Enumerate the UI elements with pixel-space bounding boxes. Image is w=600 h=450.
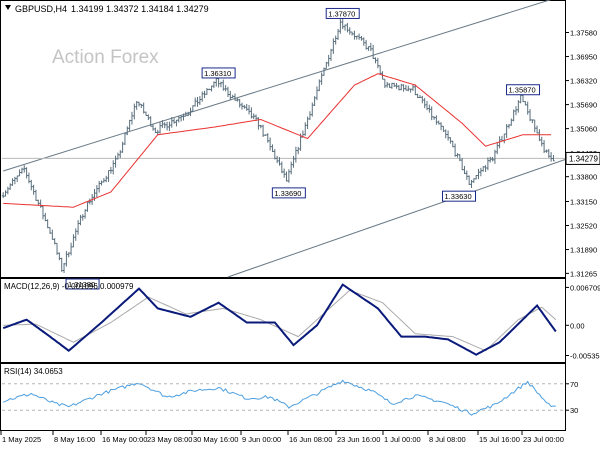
rsi-tick-label: 30 bbox=[570, 406, 578, 415]
price-annotation: 1.35870 bbox=[506, 84, 541, 96]
price-tick-label: 1.35690 bbox=[570, 101, 597, 110]
macd-panel-frame bbox=[0, 278, 566, 363]
price-tick-label: 1.37580 bbox=[570, 29, 597, 38]
price-annotation-box bbox=[201, 67, 236, 79]
price-annotation: 1.36310 bbox=[201, 67, 236, 79]
symbol-label: GBPUSD,H4 bbox=[15, 4, 67, 14]
price-annotation-label: 1.36310 bbox=[204, 69, 231, 78]
time-tick-label: 23 Jul 00:00 bbox=[523, 435, 564, 444]
price-annotation: 1.33630 bbox=[442, 190, 477, 202]
price-annotation-box bbox=[325, 7, 360, 19]
price-tick-label: 1.36320 bbox=[570, 77, 597, 86]
price-tick-label: 1.33800 bbox=[570, 173, 597, 182]
price-annotation-box bbox=[271, 187, 306, 199]
time-tick-label: 8 Jul 08:00 bbox=[429, 435, 466, 444]
time-tick-label: 9 Jun 00:00 bbox=[242, 435, 281, 444]
price-annotation-label: 1.35870 bbox=[509, 86, 536, 95]
time-tick-label: 23 Jun 16:00 bbox=[337, 435, 380, 444]
price-axis: 1.375801.369501.363201.356901.350601.344… bbox=[565, 29, 597, 278]
price-annotation-box bbox=[65, 278, 100, 290]
ohlc-readout: 1.34199 1.34372 1.34184 1.34279 bbox=[71, 4, 209, 14]
channel-line bbox=[3, 0, 552, 172]
time-tick-label: 1 May 2025 bbox=[2, 435, 41, 444]
price-annotation-label: 1.37870 bbox=[328, 9, 355, 18]
rsi-axis: 70 30 bbox=[2, 380, 578, 415]
rsi-panel-frame bbox=[0, 363, 566, 431]
time-tick-label: 8 May 16:00 bbox=[54, 435, 95, 444]
macd-line bbox=[2, 283, 557, 356]
time-tick-label: 23 May 08:00 bbox=[147, 435, 192, 444]
price-annotation-box bbox=[442, 190, 477, 202]
price-annotation-label: 1.31380 bbox=[68, 280, 95, 289]
price-annotation: 1.37870 bbox=[325, 7, 360, 19]
svg-text:1.34279: 1.34279 bbox=[569, 154, 598, 163]
price-tick-label: 1.31265 bbox=[570, 269, 597, 278]
time-tick-label: 1 Jul 00:00 bbox=[384, 435, 421, 444]
macd-tick-label: 0.00 bbox=[570, 321, 585, 330]
price-tick-label: 1.35060 bbox=[570, 125, 597, 134]
macd-tick-label: 0.006709 bbox=[570, 283, 600, 292]
macd-axis: 0.006709 0.00 -0.00535 bbox=[565, 283, 600, 361]
time-tick-label: 15 Jul 16:00 bbox=[479, 435, 520, 444]
time-tick-label: 30 May 16:00 bbox=[193, 435, 238, 444]
rsi-line bbox=[3, 379, 556, 416]
macd-signal-line bbox=[3, 289, 557, 352]
price-annotation-box bbox=[506, 84, 541, 96]
price-annotations: 1.31380 1.36310 1.33690 1.37870 1.33630 1.358… bbox=[65, 7, 541, 290]
price-tick-label: 1.36950 bbox=[570, 53, 597, 62]
macd-tick-label: -0.00535 bbox=[570, 352, 600, 361]
price-annotation-label: 1.33630 bbox=[445, 192, 472, 201]
price-annotation: 1.31380 bbox=[65, 278, 100, 290]
price-tick-label: 1.32520 bbox=[570, 222, 597, 231]
trend-channel bbox=[3, 0, 566, 278]
time-tick-label: 16 Jun 08:00 bbox=[289, 435, 332, 444]
current-price-tag: 1.34279 bbox=[565, 151, 600, 165]
price-panel-frame bbox=[0, 0, 566, 278]
price-annotation-label: 1.33690 bbox=[274, 189, 301, 198]
time-axis: 1 May 2025 8 May 16:00 16 May 00:00 23 May … bbox=[0, 431, 564, 444]
channel-line bbox=[227, 159, 566, 278]
rsi-tick-label: 70 bbox=[570, 380, 578, 389]
price-annotation: 1.33690 bbox=[271, 187, 306, 199]
macd-title: MACD(12,26,9) -0.001096 0.000979 bbox=[4, 282, 134, 291]
rsi-title: RSI(14) 34.0653 bbox=[4, 367, 63, 376]
moving-average-line bbox=[3, 73, 552, 208]
collapse-triangle-icon[interactable] bbox=[5, 5, 11, 10]
price-tick-label: 1.33150 bbox=[570, 197, 597, 206]
watermark: Action Forex bbox=[52, 47, 159, 68]
price-tick-label: 1.31890 bbox=[570, 246, 597, 255]
time-tick-label: 16 May 00:00 bbox=[102, 435, 147, 444]
